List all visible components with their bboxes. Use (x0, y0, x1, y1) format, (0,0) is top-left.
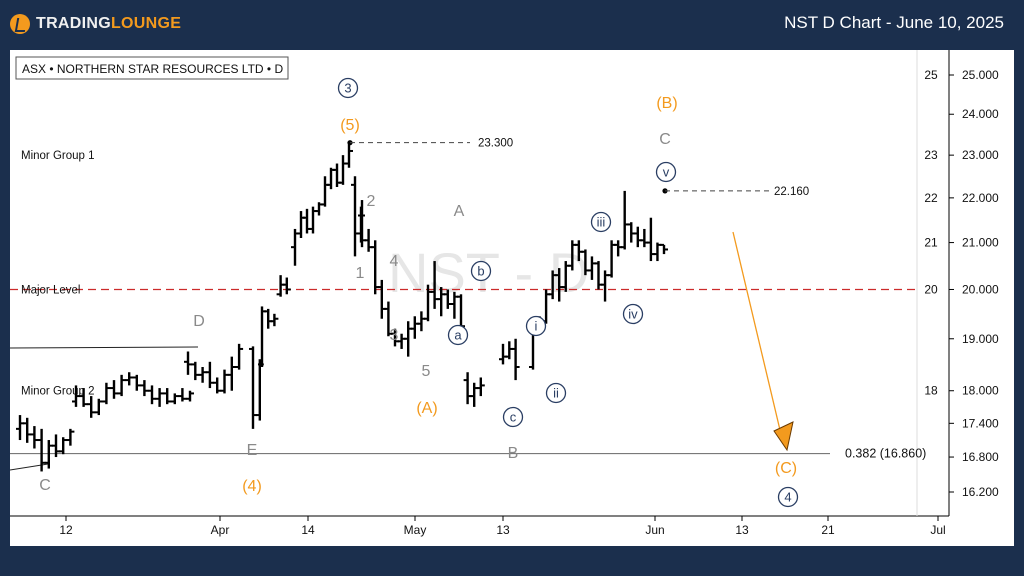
wave-label: (A) (416, 400, 437, 417)
wave-label-circle (337, 77, 359, 99)
y-inner-label: 21 (924, 236, 938, 250)
wave-label: 1 (356, 265, 365, 282)
wave-label-circle (545, 382, 567, 404)
chart-title: NST D Chart - June 10, 2025 (784, 13, 1004, 32)
support-line (10, 346, 199, 349)
wave-label-circle (525, 315, 547, 337)
logo-text-b: LOUNGE (110, 15, 182, 32)
y-inner-label: 22 (924, 191, 938, 205)
wave-label: (5) (340, 117, 360, 134)
x-tick-label: 12 (59, 523, 73, 537)
marker-label: 23.300 (478, 138, 513, 150)
x-tick-label: Jun (645, 523, 664, 537)
wave-label-circle (470, 260, 492, 282)
wave-label: (C) (775, 460, 797, 477)
x-tick-label: May (404, 523, 427, 537)
wave-label: c (510, 410, 517, 425)
symbol-box (15, 56, 289, 80)
wave-label: B (508, 445, 519, 462)
wave-label: 4 (390, 253, 399, 270)
wave-label-circle (622, 303, 644, 325)
x-tick-label: 21 (821, 523, 835, 537)
x-tick-label: 13 (496, 523, 510, 537)
top-bar: TRADINGLOUNGE NST D Chart - June 10, 202… (0, 0, 1024, 48)
wave-label: 4 (784, 490, 791, 505)
wave-label: iii (597, 215, 606, 230)
y-inner-label: 20 (924, 282, 938, 296)
chart-panel: NST - D ASX • NORTHERN STAR RESOURCES LT… (10, 50, 1014, 546)
wave-label: ii (553, 386, 559, 401)
y-tick-label: 18.000 (962, 384, 999, 398)
logo-text: TRADINGLOUNGE (36, 15, 181, 33)
y-inner-label: 25 (924, 68, 938, 82)
logo-text-a: TRADING (36, 15, 111, 32)
wave-label: (4) (242, 478, 262, 495)
tradinglounge-logo: TRADINGLOUNGE (10, 12, 181, 36)
y-inner-label: 23 (924, 148, 938, 162)
y-tick-label: 16.200 (962, 485, 999, 499)
x-tick-label: 14 (301, 523, 315, 537)
wave-label-circle (590, 211, 612, 233)
wave-label: E (247, 442, 258, 459)
y-tick-label: 16.800 (962, 450, 999, 464)
level-label: Minor Group 1 (21, 150, 95, 162)
wave-label: C (39, 477, 51, 494)
x-tick-label: 13 (735, 523, 749, 537)
price-chart: NST - D ASX • NORTHERN STAR RESOURCES LT… (10, 50, 999, 537)
wave-label: 3 (344, 81, 351, 96)
wave-label: 3 (390, 327, 399, 344)
x-tick-label: Jul (930, 523, 945, 537)
y-tick-label: 20.000 (962, 282, 999, 296)
projection-arrowhead (773, 421, 794, 452)
wave-label-circle (447, 324, 469, 346)
marker-label: 22.160 (774, 186, 809, 198)
wave-label: (B) (656, 95, 677, 112)
wave-label: D (193, 313, 205, 330)
wave-label: v (663, 165, 670, 180)
y-tick-label: 19.000 (962, 332, 999, 346)
y-tick-label: 21.000 (962, 236, 999, 250)
wave-label-circle (502, 406, 524, 428)
wave-label: i (535, 319, 538, 334)
fib-level-label: 0.382 (16.860) (845, 447, 926, 461)
wave-label: iv (628, 307, 638, 322)
wave-label: 5 (422, 363, 431, 380)
logo-mark-icon (10, 14, 30, 34)
wave-label-circle (777, 486, 799, 508)
y-inner-label: 18 (924, 384, 938, 398)
x-tick-label: Apr (211, 523, 230, 537)
y-tick-label: 17.400 (962, 416, 999, 430)
wave-label: A (454, 203, 465, 220)
wave-label: a (454, 328, 462, 343)
y-tick-label: 22.000 (962, 191, 999, 205)
wave-label: C (659, 131, 671, 148)
level-label: Major Level (21, 284, 80, 296)
wave-label: 2 (367, 193, 376, 210)
wave-label-circle (655, 161, 677, 183)
symbol-label: ASX • NORTHERN STAR RESOURCES LTD • D (22, 62, 283, 76)
y-tick-label: 25.000 (962, 68, 999, 82)
wave-label: b (477, 264, 484, 279)
projection-arrow-line (732, 231, 781, 431)
y-tick-label: 23.000 (962, 148, 999, 162)
y-tick-label: 24.000 (962, 107, 999, 121)
